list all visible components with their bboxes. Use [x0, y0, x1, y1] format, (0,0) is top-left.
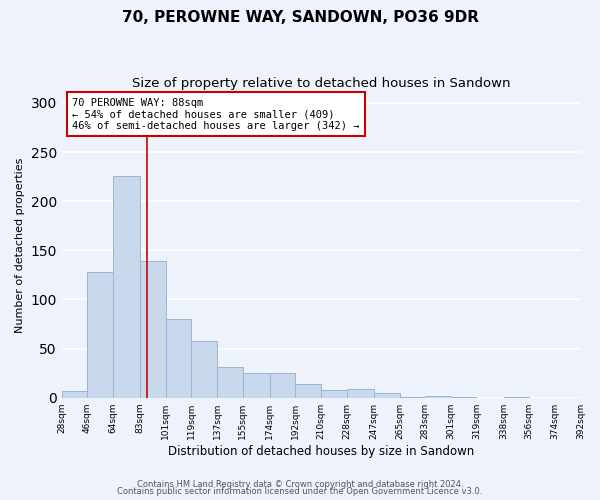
- Bar: [166, 319, 191, 398]
- X-axis label: Distribution of detached houses by size in Sandown: Distribution of detached houses by size …: [168, 444, 474, 458]
- Bar: [140, 261, 166, 398]
- Bar: [270, 373, 295, 398]
- Bar: [191, 340, 217, 398]
- Text: 70, PEROWNE WAY, SANDOWN, PO36 9DR: 70, PEROWNE WAY, SANDOWN, PO36 9DR: [121, 10, 479, 25]
- Bar: [295, 384, 321, 398]
- Y-axis label: Number of detached properties: Number of detached properties: [15, 158, 25, 333]
- Bar: [425, 396, 451, 398]
- Text: Contains public sector information licensed under the Open Government Licence v3: Contains public sector information licen…: [118, 488, 482, 496]
- Bar: [243, 373, 270, 398]
- Bar: [503, 396, 529, 398]
- Bar: [321, 390, 347, 398]
- Bar: [88, 272, 113, 398]
- Text: Contains HM Land Registry data © Crown copyright and database right 2024.: Contains HM Land Registry data © Crown c…: [137, 480, 463, 489]
- Bar: [217, 367, 243, 398]
- Bar: [113, 176, 140, 398]
- Text: 70 PEROWNE WAY: 88sqm
← 54% of detached houses are smaller (409)
46% of semi-det: 70 PEROWNE WAY: 88sqm ← 54% of detached …: [72, 98, 359, 131]
- Bar: [347, 389, 374, 398]
- Bar: [374, 393, 400, 398]
- Bar: [451, 396, 476, 398]
- Bar: [400, 396, 425, 398]
- Bar: [62, 391, 88, 398]
- Title: Size of property relative to detached houses in Sandown: Size of property relative to detached ho…: [132, 78, 511, 90]
